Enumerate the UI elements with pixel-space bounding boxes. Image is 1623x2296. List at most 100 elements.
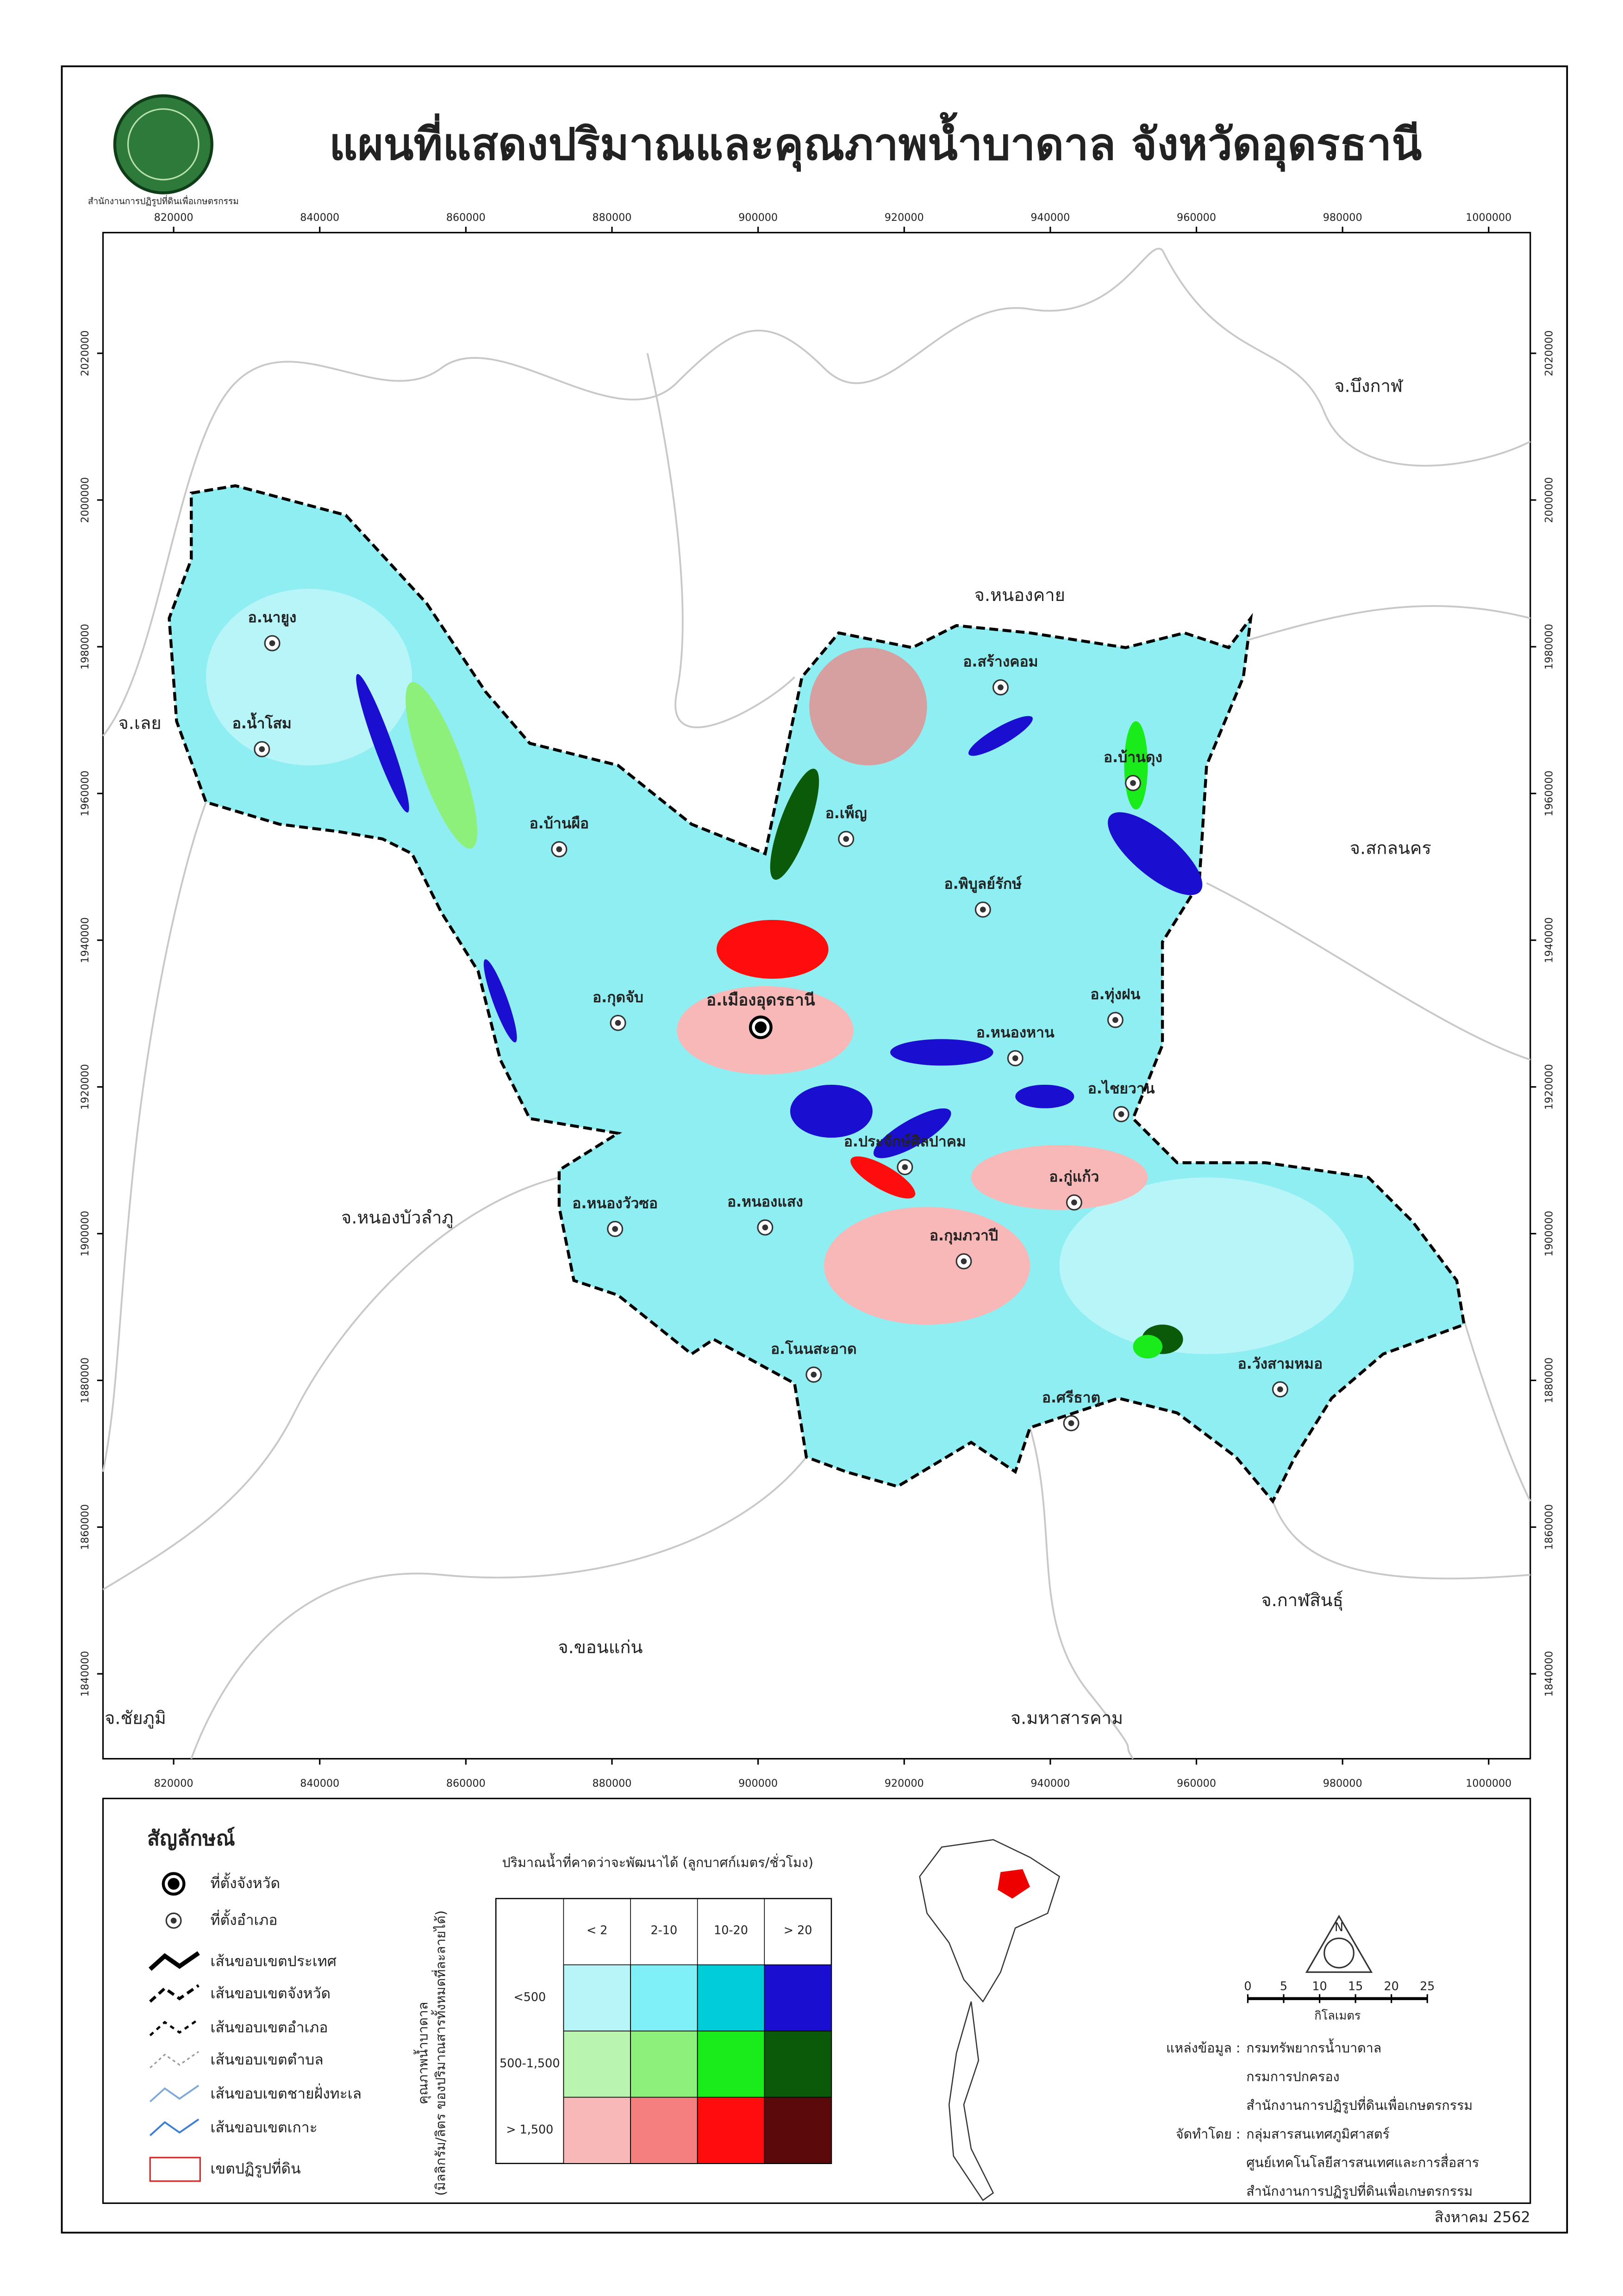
x-tick-label: 940000 bbox=[1030, 1777, 1070, 1789]
matrix-cell bbox=[563, 2096, 631, 2164]
district-marker-dot bbox=[615, 1020, 621, 1026]
legend-frame bbox=[102, 1797, 1531, 2204]
province-label: จ.ขอนแก่น bbox=[558, 1637, 643, 1658]
date: สิงหาคม 2562 bbox=[1435, 2209, 1530, 2226]
x-tick-label: 920000 bbox=[885, 212, 924, 224]
matrix-title: ปริมาณน้ำที่คาดว่าจะพัฒนาได้ (ลูกบาศก์เม… bbox=[502, 1853, 813, 1871]
y-tick-label: 2020000 bbox=[1543, 331, 1555, 376]
legend-title: สัญลักษณ์ bbox=[147, 1827, 235, 1850]
y-tick-label: 1860000 bbox=[1543, 1504, 1555, 1550]
credit-line: กรมการปกครอง bbox=[1246, 2069, 1339, 2084]
district-label: อ.ประจักษ์ศิลปาคม bbox=[844, 1133, 966, 1150]
udon-highlight bbox=[998, 1869, 1030, 1899]
matrix-cell bbox=[563, 1964, 631, 2032]
matrix-cell bbox=[630, 2096, 698, 2164]
district-label: อ.ไชยวาน bbox=[1088, 1079, 1155, 1097]
district-marker-dot bbox=[1012, 1055, 1018, 1061]
zone bbox=[873, 1108, 951, 1158]
scale-label: 25 bbox=[1420, 1979, 1435, 1993]
matrix-row-label: 500-1,500 bbox=[499, 2056, 560, 2070]
x-tick-label: 840000 bbox=[300, 212, 339, 224]
y-tick-label: 1920000 bbox=[79, 1064, 91, 1110]
matrix-cell bbox=[764, 2096, 832, 2164]
y-tick-label: 2000000 bbox=[79, 477, 91, 523]
credit-line: สำนักงานการปฏิรูปที่ดินเพื่อเกษตรกรรม bbox=[1246, 2183, 1473, 2200]
legend-label: ที่ตั้งจังหวัด bbox=[211, 1872, 281, 1892]
matrix-cell bbox=[697, 2030, 765, 2098]
legend-label: เส้นขอบเขตประเทศ bbox=[211, 1953, 337, 1970]
district-marker-dot bbox=[980, 907, 986, 913]
zone bbox=[890, 1039, 993, 1066]
matrix-row-label: <500 bbox=[513, 1990, 546, 2004]
credit-label: แหล่งข้อมูล : bbox=[1166, 2040, 1241, 2056]
y-tick-label: 1860000 bbox=[79, 1504, 91, 1550]
zone bbox=[809, 647, 927, 766]
district-label: อ.ทุ่งฝน bbox=[1090, 986, 1140, 1003]
district-label: อ.สร้างคอม bbox=[963, 654, 1038, 670]
province-label: จ.สกลนคร bbox=[1350, 838, 1431, 858]
zone bbox=[716, 920, 829, 979]
matrix-y-subtitle: (มิลลิกรัม/ลิตร ของปริมาณสารทั้งหมดที่ละ… bbox=[431, 1910, 449, 2196]
x-tick-label: 880000 bbox=[593, 1777, 632, 1789]
district-label: อ.หนองหาน bbox=[976, 1025, 1055, 1041]
x-tick-label: 820000 bbox=[154, 1777, 194, 1789]
zone bbox=[1059, 1177, 1354, 1354]
district-marker-dot bbox=[1118, 1111, 1124, 1117]
north-arrow bbox=[1305, 1914, 1373, 1973]
zone bbox=[971, 1145, 1148, 1210]
zone bbox=[1108, 812, 1203, 895]
capital-marker-dot bbox=[755, 1021, 767, 1033]
legend-label: เขตปฏิรูปที่ดิน bbox=[211, 2158, 301, 2177]
district-label: อ.กู่แก้ว bbox=[1049, 1169, 1099, 1186]
matrix-cell bbox=[697, 2096, 765, 2164]
legend-symbol bbox=[170, 1917, 177, 1924]
district-label: อ.หนองแสง bbox=[727, 1194, 803, 1210]
y-tick-label: 2020000 bbox=[79, 331, 91, 376]
province-label: จ.บึงกาฬ bbox=[1334, 376, 1404, 396]
x-tick-label: 900000 bbox=[738, 212, 778, 224]
y-tick-label: 2000000 bbox=[1543, 477, 1555, 523]
boundary bbox=[190, 1456, 807, 1759]
x-tick-label: 920000 bbox=[885, 1777, 924, 1789]
x-tick-label: 960000 bbox=[1177, 212, 1216, 224]
y-tick-label: 1900000 bbox=[1543, 1211, 1555, 1257]
province-label: จ.มหาสารคาม bbox=[1011, 1708, 1123, 1728]
north-arrow-emblem bbox=[1323, 1937, 1355, 1969]
sheet-frame bbox=[61, 65, 1568, 2234]
matrix-cell bbox=[630, 1964, 698, 2032]
legend-label: เส้นขอบเขตตำบล bbox=[211, 2052, 324, 2068]
zone bbox=[1015, 1084, 1074, 1108]
district-marker-dot bbox=[998, 684, 1004, 690]
zone bbox=[790, 1084, 873, 1138]
district-marker-dot bbox=[961, 1258, 967, 1264]
matrix-column-label: < 2 bbox=[587, 1923, 608, 1937]
zone bbox=[850, 1156, 916, 1199]
x-tick-label: 980000 bbox=[1323, 1777, 1362, 1789]
district-label: อ.ศรีธาตุ bbox=[1042, 1389, 1100, 1407]
x-tick-label: 820000 bbox=[154, 212, 194, 224]
boundary bbox=[1272, 1501, 1530, 1580]
x-tick-label: 1000000 bbox=[1466, 1777, 1511, 1789]
x-tick-label: 1000000 bbox=[1466, 212, 1511, 224]
district-marker-dot bbox=[1112, 1017, 1118, 1023]
boundary bbox=[1029, 1427, 1134, 1759]
matrix-row-label: > 1,500 bbox=[506, 2122, 553, 2136]
district-marker-dot bbox=[1277, 1386, 1283, 1393]
x-tick-label: 840000 bbox=[300, 1777, 339, 1789]
matrix-cell bbox=[630, 2030, 698, 2098]
district-label: อ.พิบูลย์รักษ์ bbox=[944, 876, 1022, 894]
capital-label: อ.เมืองอุดรธานี bbox=[706, 991, 815, 1010]
province-label: จ.กาฬสินธุ์ bbox=[1261, 1590, 1343, 1611]
credit-line: กลุ่มสารสนเทศภูมิศาสตร์ bbox=[1246, 2126, 1390, 2142]
legend-label: เส้นขอบเขตจังหวัด bbox=[211, 1985, 331, 2002]
matrix-column-label: 2-10 bbox=[651, 1923, 678, 1937]
y-tick-label: 1880000 bbox=[79, 1358, 91, 1403]
y-tick-label: 1980000 bbox=[79, 624, 91, 669]
x-tick-label: 880000 bbox=[593, 212, 632, 224]
district-label: อ.เพ็ญ bbox=[825, 804, 867, 822]
boundary bbox=[102, 1176, 560, 1590]
matrix-column-label: 10-20 bbox=[714, 1923, 748, 1937]
y-tick-label: 1880000 bbox=[1543, 1358, 1555, 1403]
district-marker-dot bbox=[556, 846, 562, 852]
boundary bbox=[1161, 250, 1531, 467]
